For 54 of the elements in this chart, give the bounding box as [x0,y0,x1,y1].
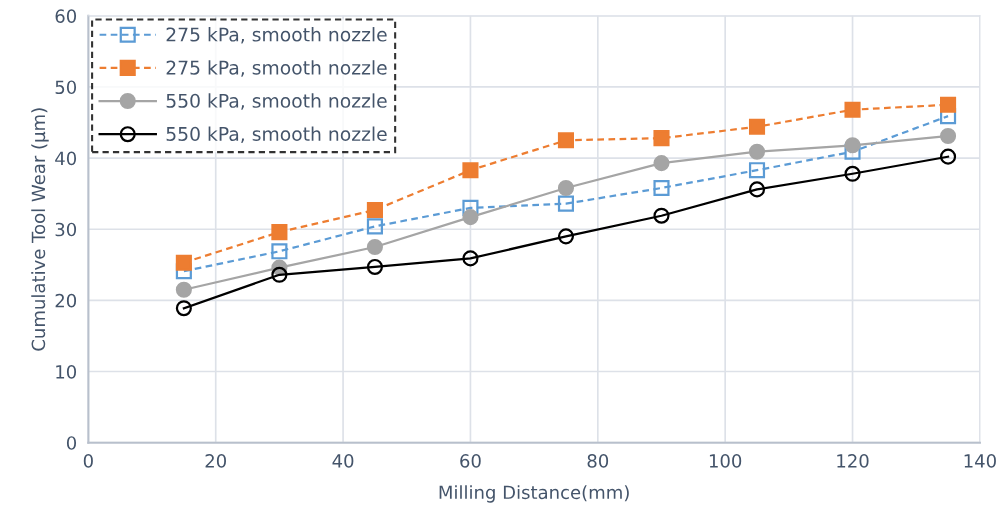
point [940,127,957,145]
point [940,148,957,165]
y-tick-label: 10 [56,364,77,379]
x-tick-label: 120 [837,454,869,468]
point [748,118,766,135]
point [653,207,670,224]
point [366,218,383,235]
legend-label: 550 kPa, smooth nozzle [166,93,387,110]
point [940,96,957,113]
point [462,209,479,226]
point [462,199,479,216]
y-tick-label: 60 [55,9,77,23]
x-tick-label: 60 [460,454,481,468]
point [366,258,383,276]
point [653,179,670,197]
y-tick-label: 50 [55,80,77,95]
point [175,281,192,298]
point [844,101,861,118]
point [748,162,766,179]
point [462,162,479,179]
point [557,132,575,149]
point [844,165,861,182]
point [653,155,670,172]
x-tick-label: 20 [205,454,227,468]
x-tick-label: 140 [964,454,996,468]
point [557,195,575,212]
point [366,238,383,256]
y-tick-label: 20 [55,293,77,308]
x-axis-title: Milling Distance(mm) [439,485,629,503]
legend-label: 275 kPa, smooth nozzle [166,60,387,77]
point [557,179,575,197]
point [844,137,861,154]
point [271,224,288,241]
point [175,300,192,317]
point [366,201,383,219]
y-axis-title: Cumulative Tool Wear (µm) [31,108,49,351]
point [653,130,670,147]
point [557,228,575,245]
point [271,266,288,283]
point [748,181,766,198]
point [844,143,861,160]
legend-label: 275 kPa, smooth nozzle [166,27,387,44]
y-tick-label: 0 [66,436,77,450]
point [175,254,192,271]
x-tick-label: 80 [587,454,609,468]
legend-label: 550 kPa, smooth nozzle [166,126,387,143]
x-tick-label: 0 [83,454,93,468]
point [748,143,766,160]
point [462,250,479,267]
y-tick-label: 30 [55,222,77,237]
x-tick-label: 40 [332,454,354,468]
x-tick-label: 100 [709,454,742,468]
y-tick-label: 40 [55,151,77,166]
point [271,243,288,260]
